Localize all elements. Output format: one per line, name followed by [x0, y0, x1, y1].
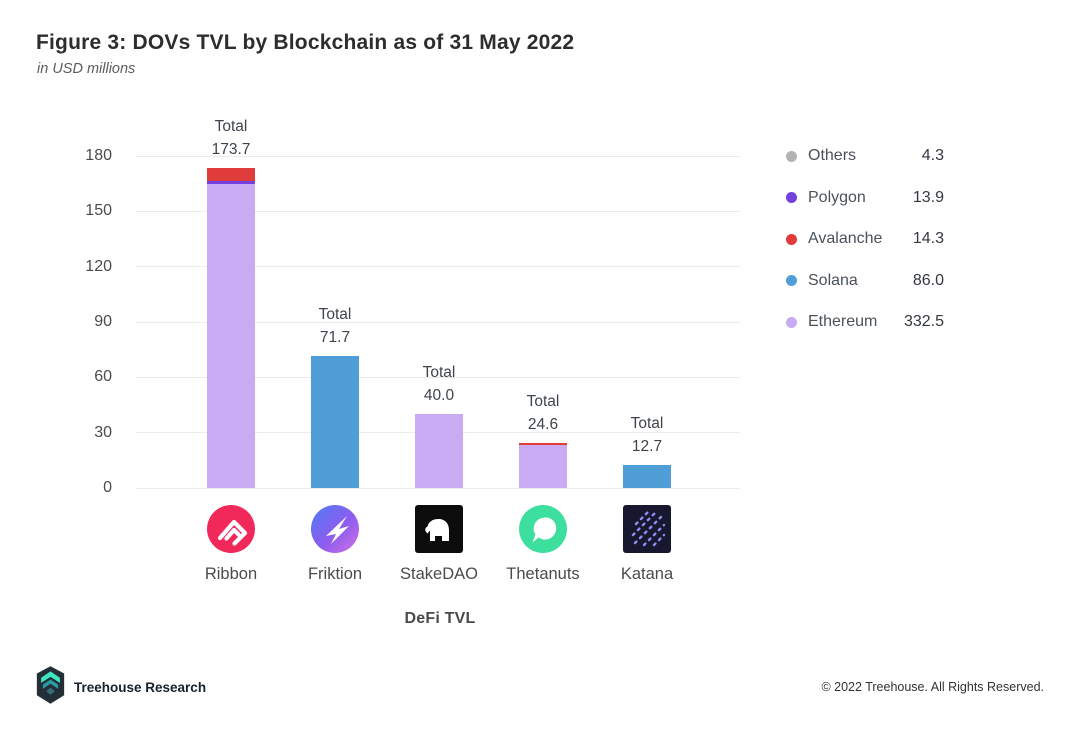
total-word: Total — [630, 414, 664, 432]
total-value: 24.6 — [527, 415, 559, 433]
bar-segment-solana — [311, 355, 359, 488]
legend-value: 14.3 — [912, 230, 944, 247]
legend-dot-icon — [786, 275, 797, 286]
bar-total-label: Total 40.0 — [387, 361, 491, 407]
total-word: Total — [526, 392, 560, 410]
legend-row-solana: Solana 86.0 — [786, 267, 944, 295]
legend-name: Others — [808, 147, 857, 164]
legend-dot-icon — [786, 192, 797, 203]
y-axis-tick-label: 150 — [85, 202, 112, 220]
total-word: Total — [318, 305, 352, 323]
total-value: 40.0 — [423, 387, 455, 405]
y-axis-tick-label: 90 — [94, 313, 112, 330]
legend-name: Solana — [808, 271, 858, 289]
total-value: 71.7 — [319, 328, 351, 346]
bar-segment-polygon — [207, 180, 255, 185]
legend-row-polygon: Polygon 13.9 — [786, 184, 944, 212]
protocol-label: Friktion — [307, 565, 363, 583]
legend-name: Polygon — [808, 188, 866, 206]
legend-value: 332.5 — [903, 313, 944, 330]
total-value: 173.7 — [211, 140, 251, 158]
gridline — [136, 266, 740, 268]
bar-total-label: Total 173.7 — [179, 115, 283, 161]
protocol-label: StakeDAO — [400, 565, 478, 583]
bar-segment-avalanche — [207, 167, 255, 181]
bar-segment-solana — [623, 464, 671, 488]
figure-subtitle: in USD millions — [37, 61, 136, 77]
bar-total-label: Total 24.6 — [491, 390, 595, 436]
bar-segment-ethereum — [207, 184, 255, 488]
footer-brand-text: Treehouse Research — [74, 679, 207, 695]
legend-value: 86.0 — [912, 271, 944, 289]
legend-dot-icon — [786, 316, 797, 328]
bar-segment-ethereum — [519, 445, 567, 488]
legend-name: Avalanche — [808, 230, 883, 247]
legend-row-ethereum: Ethereum 332.5 — [786, 308, 944, 336]
legend-dot-icon — [786, 150, 797, 162]
ribbon-icon — [207, 505, 255, 553]
bar-segment-avalanche — [519, 442, 567, 446]
protocol-label: Katana — [620, 565, 674, 583]
y-axis-tick-label: 60 — [94, 368, 112, 386]
gridline — [136, 321, 740, 323]
thetanuts-icon — [519, 505, 567, 553]
bar-segment-ethereum — [415, 414, 463, 488]
y-axis-tick-label: 30 — [94, 423, 112, 441]
y-axis-tick-label: 180 — [85, 147, 112, 164]
footer-brand: Treehouse Research — [36, 663, 206, 711]
bar-total-label: Total 12.7 — [595, 412, 699, 458]
x-axis-label: DeFi TVL — [404, 610, 476, 627]
legend-value: 13.9 — [912, 188, 944, 206]
y-axis-tick-label: 0 — [103, 479, 112, 496]
legend-row-avalanche: Avalanche 14.3 — [786, 225, 944, 253]
friktion-icon — [311, 505, 359, 553]
y-axis-tick-label: 120 — [85, 257, 112, 275]
legend-dot-icon — [786, 233, 797, 245]
treehouse-logo-icon — [36, 664, 65, 711]
figure-title: Figure 3: DOVs TVL by Blockchain as of 3… — [36, 31, 575, 54]
protocol-label: Ribbon — [204, 565, 258, 583]
katana-icon — [623, 505, 671, 553]
legend-row-others: Others 4.3 — [786, 142, 944, 170]
gridline — [136, 376, 740, 378]
total-value: 12.7 — [631, 437, 663, 455]
gridline — [136, 155, 740, 157]
total-word: Total — [214, 117, 248, 135]
legend-value: 4.3 — [921, 147, 944, 164]
bar-total-label: Total 71.7 — [283, 303, 387, 349]
legend-name: Ethereum — [808, 313, 878, 330]
gridline — [136, 487, 740, 489]
total-word: Total — [422, 364, 456, 382]
gridline — [136, 210, 740, 212]
protocol-label: Thetanuts — [506, 565, 580, 583]
footer-copyright: © 2022 Treehouse. All Rights Reserved. — [821, 680, 1044, 694]
stakedao-icon — [415, 505, 463, 553]
